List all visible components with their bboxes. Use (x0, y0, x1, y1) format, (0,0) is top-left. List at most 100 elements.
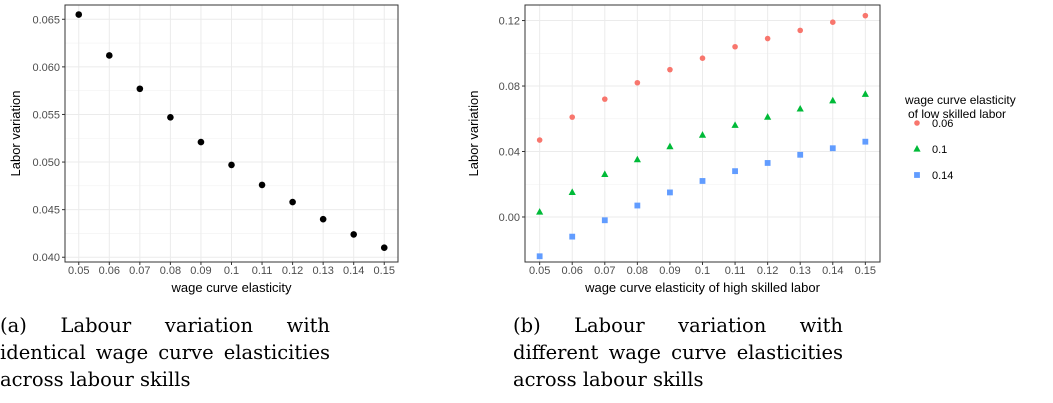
data-point (667, 66, 673, 73)
y-tick-label: 0.060 (32, 62, 60, 74)
data-point (764, 113, 772, 120)
data-point (634, 202, 641, 209)
x-tick-label: 0.1 (224, 265, 239, 277)
legend-key (914, 120, 920, 126)
chart-a: 0.05 0.06 0.07 0.08 0.09 0.1 0.11 0.12 0.13 0.14 0… (8, 4, 399, 295)
y-tick-label: 0.00 (499, 212, 520, 224)
data-point (666, 142, 674, 150)
legend-title: of low skilled labor (908, 107, 1006, 121)
chart-b: 0.05 0.06 0.07 0.08 0.09 0.1 0.11 0.12 0.13 0.14 0… (466, 4, 1016, 295)
y-tick-label: 0.055 (32, 109, 60, 121)
x-tick-label: 0.09 (659, 265, 680, 277)
series-0.14 (536, 138, 869, 260)
data-point (861, 90, 869, 97)
data-point (698, 131, 707, 138)
data-point (601, 96, 608, 102)
data-point (862, 12, 869, 19)
x-tick-label: 0.09 (190, 265, 211, 277)
caption-a-text: Labour variation with identical wage cur… (0, 314, 330, 391)
x-tick-label: 0.08 (160, 265, 181, 277)
data-point (797, 27, 804, 34)
caption-b-label: (b) (513, 314, 541, 337)
x-tick-label: 0.1 (695, 265, 710, 277)
data-point (732, 43, 738, 50)
data-point (829, 19, 836, 25)
y-tick-label: 0.040 (32, 252, 60, 264)
data-point (829, 96, 837, 104)
data-point (228, 161, 235, 169)
data-point (536, 253, 543, 260)
legend-label: 0.1 (932, 144, 947, 156)
data-point (829, 145, 836, 152)
y-axis-title: Labor variation (8, 91, 23, 177)
data-point (289, 198, 296, 206)
legend-key (913, 145, 921, 152)
data-point (568, 188, 576, 196)
data-point (731, 121, 739, 128)
data-point (536, 208, 544, 215)
legend-key (914, 172, 920, 178)
x-tick-label: 0.06 (562, 265, 583, 277)
caption-b-text: Labour variation with different wage cur… (513, 314, 843, 391)
data-point (136, 85, 144, 93)
data-point (350, 231, 358, 238)
data-point (380, 244, 388, 252)
caption-a: (a) Labour variation with identical wage… (0, 312, 330, 393)
data-point (699, 178, 706, 184)
x-axis-title: wage curve elasticity of high skilled la… (584, 280, 821, 295)
legend-label: 0.06 (932, 118, 953, 130)
data-point (796, 104, 804, 112)
series-0.1 (536, 90, 869, 215)
data-point (258, 181, 266, 189)
data-point (569, 114, 576, 120)
y-tick-label: 0.12 (499, 16, 520, 28)
x-tick-label: 0.12 (757, 265, 778, 277)
data-point (862, 138, 869, 145)
x-tick-label: 0.12 (282, 265, 303, 277)
data-point (764, 160, 771, 166)
legend-label: 0.14 (932, 170, 953, 182)
data-point (105, 52, 113, 59)
data-point (634, 79, 641, 86)
data-point (601, 170, 609, 178)
data-point (667, 189, 673, 196)
x-tick-label: 0.07 (129, 265, 150, 277)
data-point (197, 138, 205, 146)
x-tick-label: 0.07 (594, 265, 615, 277)
y-tick-label: 0.08 (499, 81, 520, 93)
series-data (75, 11, 388, 252)
x-tick-label: 0.06 (99, 265, 120, 277)
x-tick-label: 0.15 (374, 265, 395, 277)
y-tick-label: 0.050 (32, 157, 60, 169)
data-point (536, 137, 543, 143)
y-tick-label: 0.04 (499, 147, 520, 159)
x-tick-label: 0.11 (252, 265, 273, 277)
x-tick-label: 0.05 (529, 265, 550, 277)
caption-a-label: (a) (0, 314, 27, 337)
x-tick-label: 0.15 (855, 265, 876, 277)
data-point (699, 55, 706, 62)
data-point (732, 168, 738, 175)
caption-b: (b) Labour variation with different wage… (513, 312, 843, 393)
x-tick-label: 0.14 (343, 265, 364, 277)
data-point (75, 11, 83, 18)
data-point (569, 233, 576, 240)
y-tick-label: 0.065 (32, 14, 60, 26)
data-point (797, 151, 804, 158)
x-tick-label: 0.05 (68, 265, 89, 277)
data-point (601, 217, 608, 224)
series-0.06 (536, 12, 869, 143)
y-axis-title: Labor variation (466, 91, 481, 177)
data-point (633, 155, 641, 163)
x-tick-label: 0.13 (312, 265, 333, 277)
figure: 0.05 0.06 0.07 0.08 0.09 0.1 0.11 0.12 0.13 0.14 0… (8, 4, 1016, 295)
data-point (764, 35, 771, 42)
x-tick-label: 0.13 (789, 265, 810, 277)
x-tick-label: 0.11 (725, 265, 746, 277)
x-tick-label: 0.08 (627, 265, 648, 277)
y-tick-label: 0.045 (32, 205, 60, 217)
data-point (319, 215, 327, 223)
x-axis-title: wage curve elasticity (171, 280, 292, 295)
legend-title: wage curve elasticity (904, 93, 1016, 107)
